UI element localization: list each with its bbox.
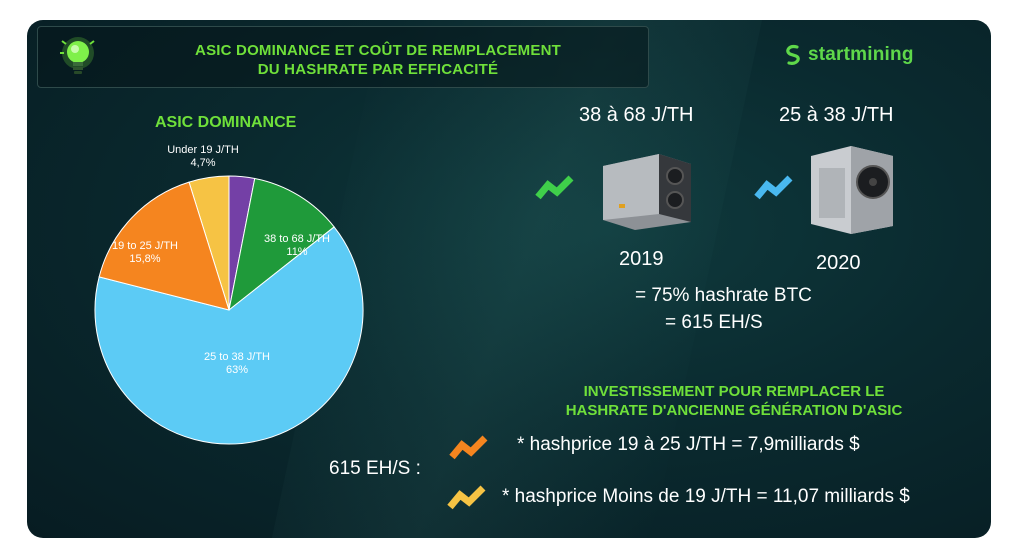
pie-label-4: 19 to 25 J/TH: [112, 240, 178, 252]
pie-label-0: Under 19 J/TH: [167, 144, 239, 156]
total-hashrate-label: 615 EH/S :: [329, 458, 421, 479]
investment-title-line-1: INVESTISSEMENT POUR REMPLACER LE: [583, 383, 885, 400]
pie-value-3: 63%: [226, 364, 248, 376]
trend-arrow-green-icon: [535, 175, 574, 200]
pie-value-2: 11%: [286, 246, 307, 258]
pie-value-4: 15,8%: [129, 253, 160, 265]
miner-efficiency-2019: 38 à 68 J/TH: [579, 104, 694, 126]
page-title: ASIC DOMINANCE ET COÛT DE REMPLACEMENT D…: [118, 41, 638, 79]
pie-value-0: 4,7%: [190, 157, 215, 169]
trend-arrow-blue-icon: [754, 175, 793, 200]
chart-title: ASIC DOMINANCE: [155, 114, 297, 131]
investment-item-1: * hashprice 19 à 25 J/TH = 7,9milliards …: [517, 434, 860, 455]
trend-arrow-yellow-icon: [447, 485, 486, 510]
title-line-2: DU HASHRATE PAR EFFICACITÉ: [257, 61, 499, 78]
hashrate-total: = 615 EH/S: [665, 312, 763, 333]
year-2019: 2019: [619, 248, 664, 270]
investment-title-line-2: HASHRATE D'ANCIENNE GÉNÉRATION D'ASIC: [565, 402, 903, 419]
asic-miner-2019-image: [603, 154, 691, 230]
logo-mark-icon: [786, 45, 800, 65]
logo-text: startmining: [808, 44, 914, 65]
investment-item-2: * hashprice Moins de 19 J/TH = 11,07 mil…: [502, 486, 910, 507]
pie-slice-2: [228, 177, 335, 312]
infographic-card: ASIC DOMINANCE ET COÛT DE REMPLACEMENT D…: [27, 20, 991, 538]
investment-title: INVESTISSEMENT POUR REMPLACER LE HASHRAT…: [524, 382, 944, 420]
startmining-logo: startmining: [783, 44, 914, 66]
pie-slice-4: [98, 181, 230, 311]
trend-arrow-orange-icon: [449, 435, 488, 460]
miner-efficiency-2020: 25 à 38 J/TH: [779, 104, 894, 126]
lightbulb-icon: [60, 37, 95, 74]
pie-label-3: 25 to 38 J/TH: [204, 351, 270, 363]
hashrate-share: = 75% hashrate BTC: [635, 285, 812, 306]
pie-label-2: 38 to 68 J/TH: [264, 233, 330, 245]
title-box: ASIC DOMINANCE ET COÛT DE REMPLACEMENT D…: [37, 26, 649, 88]
title-line-1: ASIC DOMINANCE ET COÛT DE REMPLACEMENT: [195, 42, 561, 59]
pie-slice-3: [94, 226, 364, 445]
year-2020: 2020: [816, 252, 861, 274]
asic-miner-2020-image: [811, 146, 893, 234]
